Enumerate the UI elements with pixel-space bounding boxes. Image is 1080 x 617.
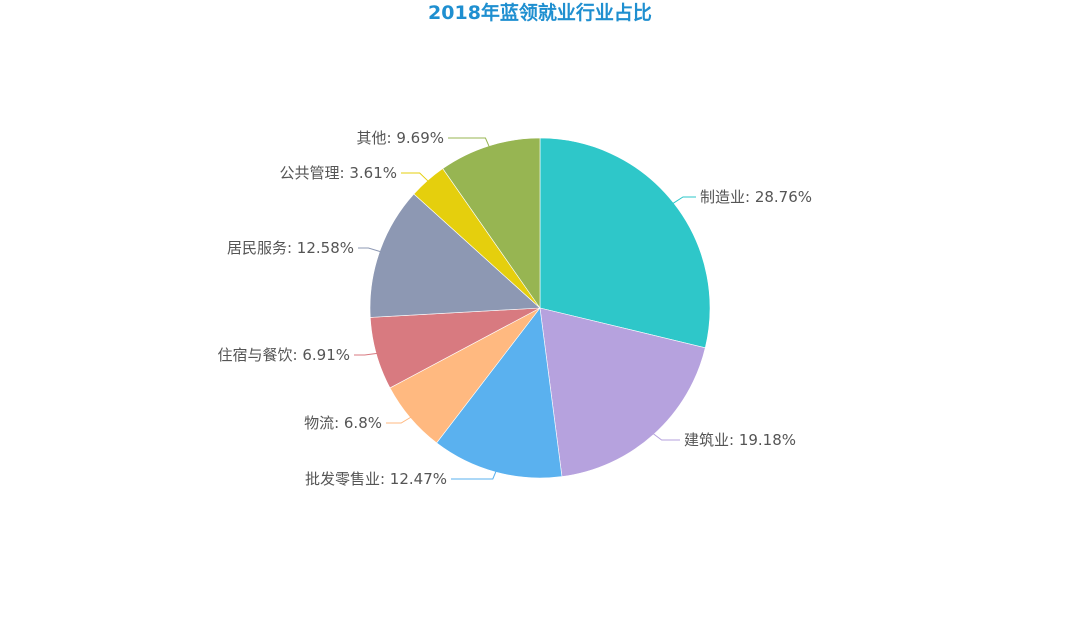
slice-label: 建筑业: 19.18% <box>684 431 796 449</box>
slice-label: 物流: 6.8% <box>304 414 382 432</box>
leader-line <box>451 470 497 480</box>
pie-slices <box>369 137 711 479</box>
slice-label: 批发零售业: 12.47% <box>305 470 447 488</box>
slice-label: 公共管理: 3.61% <box>280 164 397 182</box>
leader-line <box>386 416 413 424</box>
slice-label: 住宿与餐饮: 6.91% <box>218 346 350 364</box>
leader-lines <box>354 137 696 480</box>
slice-label: 居民服务: 12.58% <box>227 239 354 257</box>
slice-labels: 制造业: 28.76% 建筑业: 19.18% 批发零售业: 12.47% 物流: 6… <box>218 129 813 488</box>
leader-line <box>448 137 491 148</box>
chart-title: 2018年蓝领就业行业占比 <box>428 2 652 24</box>
leader-line <box>651 432 680 441</box>
leader-line <box>401 172 430 183</box>
slice-label: 其他: 9.69% <box>357 129 444 147</box>
leader-line <box>358 247 382 253</box>
slice-label: 制造业: 28.76% <box>700 188 812 206</box>
leader-line <box>354 352 379 356</box>
leader-line <box>671 196 696 205</box>
